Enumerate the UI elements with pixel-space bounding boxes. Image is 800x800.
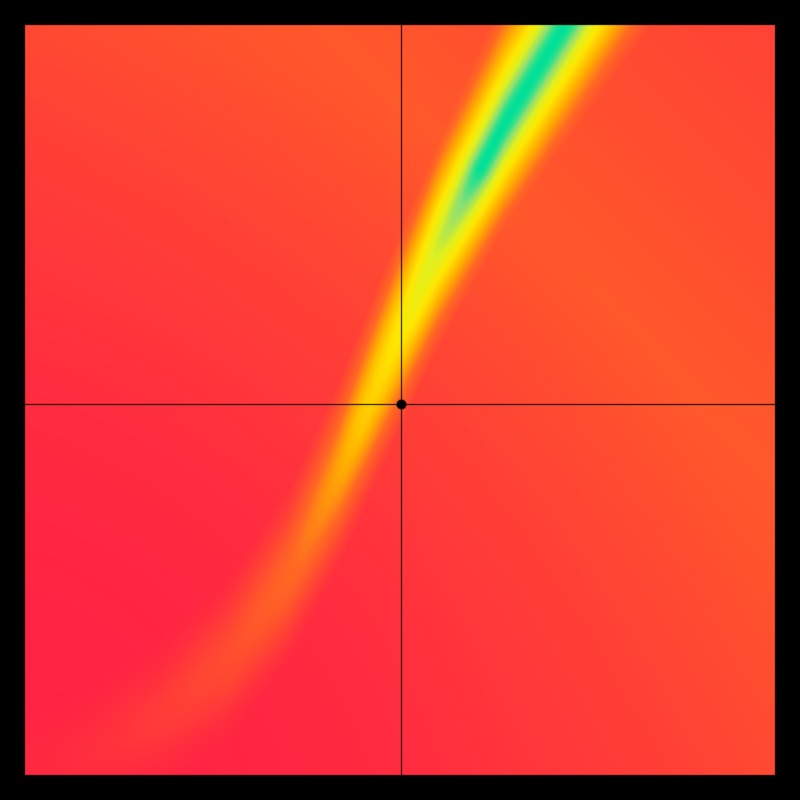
watermark-text: TheBottleneck.com bbox=[612, 4, 788, 27]
chart-container: TheBottleneck.com bbox=[0, 0, 800, 800]
heatmap-canvas bbox=[0, 0, 800, 800]
